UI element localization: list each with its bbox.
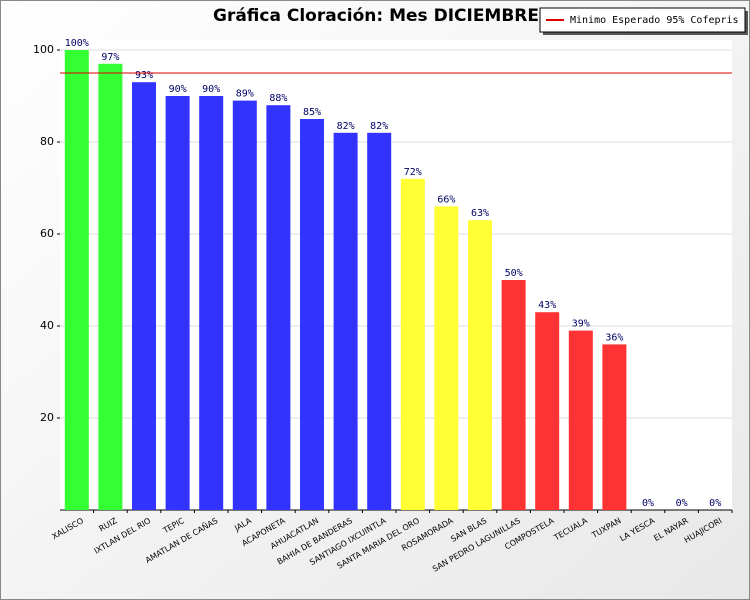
bar bbox=[400, 178, 425, 511]
bar bbox=[602, 344, 627, 510]
bar bbox=[165, 96, 190, 510]
bar bbox=[64, 50, 89, 510]
plot-area bbox=[60, 40, 732, 510]
y-tick-label: 40 bbox=[40, 319, 54, 332]
value-label: 43% bbox=[538, 300, 556, 311]
value-label: 88% bbox=[269, 93, 287, 104]
y-tick-label: 20 bbox=[40, 411, 54, 424]
value-label: 90% bbox=[202, 84, 220, 95]
bar bbox=[434, 206, 459, 510]
bar bbox=[98, 63, 123, 511]
legend-label: Minimo Esperado 95% Cofepris bbox=[570, 15, 739, 26]
bar bbox=[468, 220, 492, 510]
value-label: 0% bbox=[709, 498, 721, 509]
value-label: 82% bbox=[337, 121, 355, 132]
value-label: 90% bbox=[169, 84, 187, 95]
value-label: 89% bbox=[236, 89, 254, 100]
legend-box bbox=[539, 7, 746, 33]
bar bbox=[501, 280, 526, 510]
bar bbox=[333, 132, 358, 511]
value-label: 97% bbox=[101, 52, 119, 63]
bar bbox=[132, 82, 156, 510]
value-label: 93% bbox=[135, 70, 153, 81]
value-label: 85% bbox=[303, 107, 321, 118]
value-label: 66% bbox=[437, 194, 455, 205]
bar bbox=[266, 105, 291, 510]
y-tick-label: 60 bbox=[40, 227, 54, 240]
value-label: 39% bbox=[572, 319, 590, 330]
value-label: 82% bbox=[370, 121, 388, 132]
bar bbox=[232, 100, 257, 510]
chart-title: Gráfica Cloración: Mes DICIEMBRE bbox=[213, 6, 539, 26]
value-label: 36% bbox=[605, 332, 623, 343]
y-tick-label: 80 bbox=[40, 135, 54, 148]
bar bbox=[199, 96, 224, 510]
value-label: 0% bbox=[642, 498, 654, 509]
legend: Minimo Esperado 95% Cofepris bbox=[539, 7, 748, 35]
value-label: 63% bbox=[471, 208, 489, 219]
bar bbox=[367, 132, 392, 511]
value-label: 72% bbox=[404, 167, 422, 178]
bar bbox=[535, 312, 560, 510]
value-label: 0% bbox=[676, 498, 688, 509]
value-label: 100% bbox=[65, 38, 89, 49]
bar bbox=[568, 330, 593, 510]
bar bbox=[300, 119, 324, 510]
value-label: 50% bbox=[505, 268, 523, 279]
y-tick-label: 100 bbox=[33, 43, 54, 56]
